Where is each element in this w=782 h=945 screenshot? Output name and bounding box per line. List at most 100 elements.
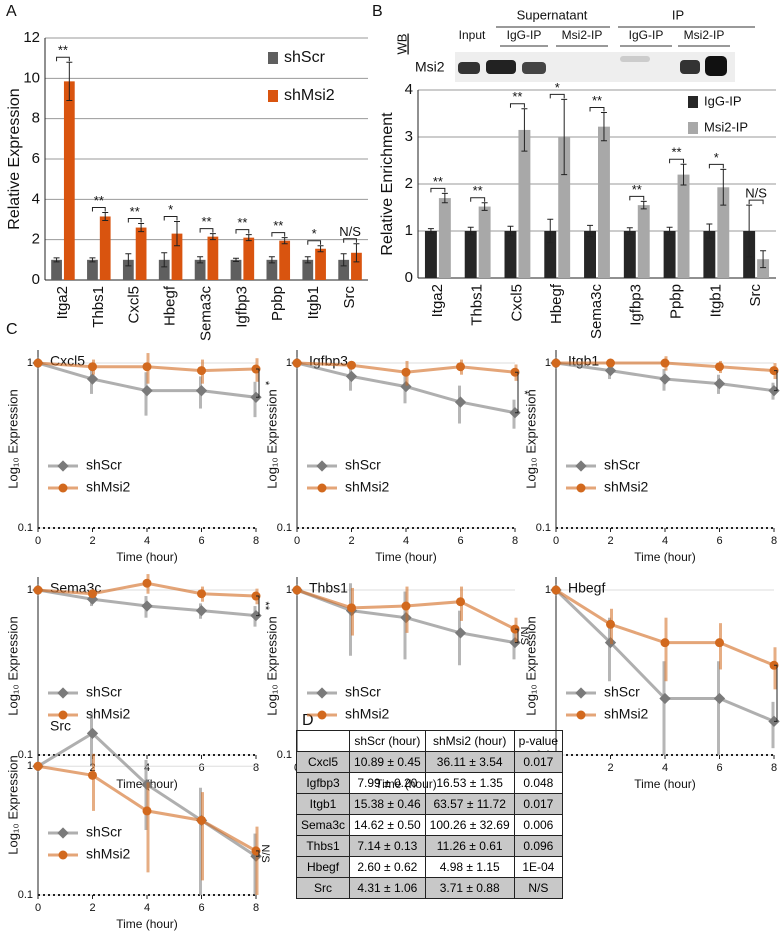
significance-bracket <box>271 232 286 237</box>
x-axis-label: Time (hour) <box>634 550 696 564</box>
data-point <box>604 364 617 377</box>
x-tick-label: 6 <box>457 535 463 547</box>
x-tick-label: 6 <box>716 762 722 774</box>
data-point <box>713 378 726 390</box>
error-bar <box>317 245 324 253</box>
bar <box>338 259 350 280</box>
x-tick-label: 4 <box>662 762 668 774</box>
x-axis-label: Time (hour) <box>634 777 696 791</box>
data-point <box>606 619 615 629</box>
bar <box>518 129 531 278</box>
significance-label: ** <box>592 93 602 108</box>
data-point <box>551 358 561 368</box>
y-tick-label: 8 <box>32 110 40 127</box>
data-point <box>660 358 670 368</box>
table-cell: 15.38 ± 0.46 <box>349 793 426 815</box>
x-tick-label: Itgb1 <box>707 284 724 317</box>
significance-bracket <box>629 195 645 201</box>
chart-title: Thbs1 <box>309 580 348 596</box>
error-bar <box>209 233 216 241</box>
x-tick-label: Ppbp <box>668 284 685 319</box>
x-tick-label: Src <box>747 284 764 307</box>
significance-label: N/S <box>259 844 271 862</box>
table-cell: N/S <box>513 877 564 899</box>
table-cell: Sema3c <box>295 814 351 836</box>
significance-bracket <box>509 103 525 108</box>
error-bar <box>626 227 633 235</box>
legend-label: shScr <box>86 824 122 840</box>
error-bar <box>640 200 647 210</box>
data-point <box>195 605 208 617</box>
legend-marker <box>576 710 586 720</box>
significance-bracket <box>515 371 519 414</box>
data-point <box>86 373 99 385</box>
table-cell: 63.57 ± 11.72 <box>424 793 515 815</box>
y-tick-label: 1 <box>27 584 33 596</box>
legend-marker <box>58 710 68 720</box>
plot <box>32 712 262 895</box>
significance-bracket <box>256 850 260 857</box>
bar <box>504 231 517 278</box>
y-tick-label: 0.1 <box>277 749 292 761</box>
bar <box>757 259 770 278</box>
legend-marker <box>317 483 327 493</box>
error-bar <box>547 218 554 244</box>
data-point <box>606 358 615 368</box>
header-cell <box>295 730 351 752</box>
legend-marker <box>58 850 68 860</box>
data-point <box>551 585 561 595</box>
significance-bracket <box>549 93 565 99</box>
table-cell: Igfbp3 <box>295 772 351 794</box>
significance-label: ** <box>58 43 68 58</box>
bar <box>87 259 98 280</box>
x-tick-label: 6 <box>198 762 204 774</box>
error-bar <box>507 225 514 237</box>
legend-label: shScr <box>284 49 326 66</box>
y-axis-label: Relative Expression <box>6 88 23 229</box>
y-tick-label: 1 <box>405 222 413 239</box>
plot <box>550 356 780 400</box>
lane-label: IgG-IP <box>507 28 542 42</box>
x-tick-label: 4 <box>662 535 668 547</box>
x-tick-label: Thbs1 <box>469 284 486 326</box>
error-bar <box>197 256 204 264</box>
legend-label: shMsi2 <box>345 479 390 495</box>
legend-label: shMsi2 <box>604 706 649 722</box>
data-point <box>88 770 97 780</box>
x-tick-label: 6 <box>198 535 204 547</box>
legend-label: shScr <box>604 457 640 473</box>
table-cell: 14.62 ± 0.50 <box>349 814 426 836</box>
y-axis-label: Log₁₀ Expression <box>5 616 20 715</box>
significance-bracket <box>91 206 106 212</box>
panel-letter: D <box>302 712 314 729</box>
y-tick-label: 10 <box>23 69 40 86</box>
y-tick-label: 0.1 <box>536 522 551 534</box>
data-point <box>141 600 153 612</box>
bar <box>135 227 147 280</box>
significance-label: * <box>518 390 530 395</box>
error-bar <box>353 243 360 263</box>
significance-label: ** <box>632 182 642 197</box>
table-row: Src 4.31 ± 1.06 3.71 ± 0.88 N/S <box>295 877 564 899</box>
bar <box>598 126 610 278</box>
x-tick-label: Igfbp3 <box>628 284 645 326</box>
error-bar <box>600 112 607 142</box>
y-tick-label: 0 <box>32 271 40 288</box>
data-point <box>33 358 43 368</box>
legend-marker <box>575 460 587 472</box>
significance-bracket <box>256 595 260 617</box>
error-bar <box>161 252 168 268</box>
panel-letter: A <box>6 3 17 20</box>
y-tick-label: 3 <box>405 128 413 145</box>
table-cell: 4.98 ± 1.15 <box>424 856 515 878</box>
x-tick-label: 8 <box>253 535 259 547</box>
panel-letter: B <box>372 3 383 20</box>
data-point <box>454 627 467 639</box>
x-tick-label: 2 <box>348 535 354 547</box>
significance-bracket <box>127 218 142 223</box>
significance-label: ** <box>473 183 483 198</box>
y-axis-label: Log₁₀ Expression <box>523 616 538 715</box>
bar <box>584 231 596 278</box>
error-bar <box>587 224 594 238</box>
